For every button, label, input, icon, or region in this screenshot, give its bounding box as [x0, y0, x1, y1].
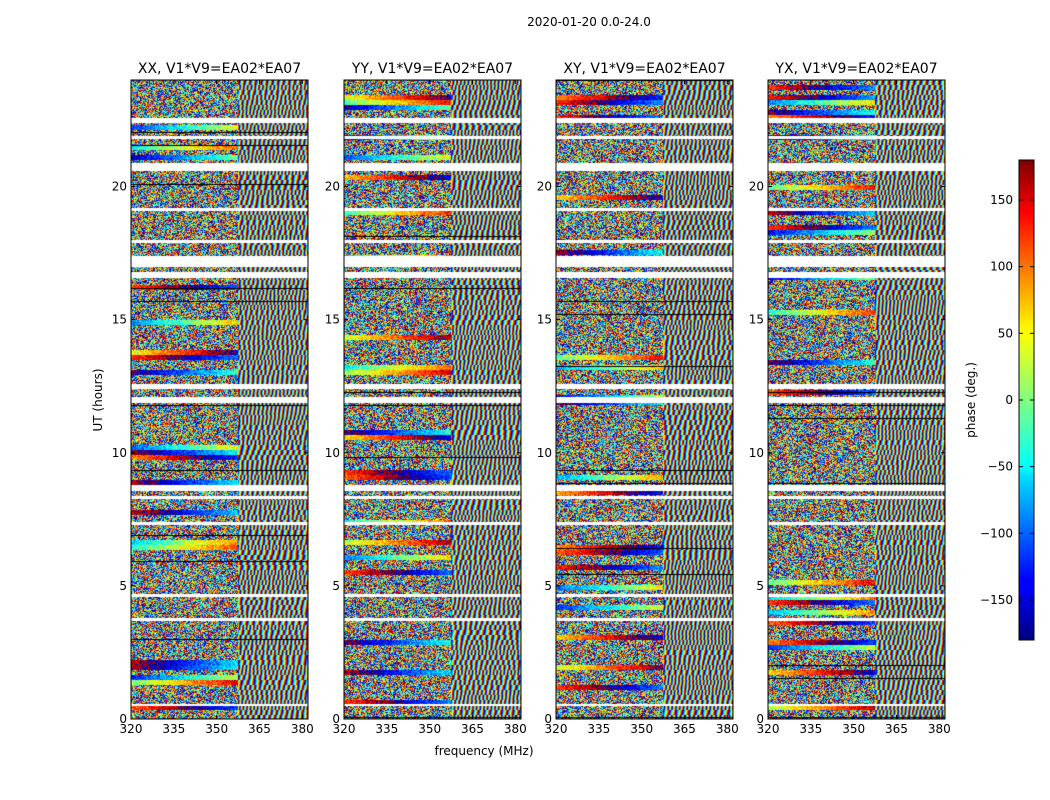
y-tick-label: 5 — [119, 579, 127, 593]
panel-frame — [130, 79, 309, 720]
colorbar: −150 −100 −50 0 50 100 150 phase (deg.) — [964, 159, 1035, 641]
panel-title: XY, V1*V9=EA02*EA07 — [563, 61, 725, 77]
colorbar-tick-label: 100 — [990, 260, 1013, 274]
x-tick-label: 335 — [375, 722, 398, 736]
y-tick-label: 0 — [544, 712, 552, 726]
x-tick-label: 380 — [716, 722, 739, 736]
x-tick-label: 380 — [504, 722, 527, 736]
x-tick-label: 350 — [418, 722, 441, 736]
x-tick-label: 350 — [630, 722, 653, 736]
x-tick-label: 350 — [842, 722, 865, 736]
colorbar-tick-label: −100 — [980, 526, 1013, 540]
x-axis-label: frequency (MHz) — [434, 744, 533, 758]
y-tick-label: 20 — [112, 180, 127, 194]
panels-layer: XX, V1*V9=EA02*EA07 320 335 350 365 380 0 5 10 15… — [112, 61, 951, 736]
x-tick-label: 365 — [673, 722, 696, 736]
panel-frame — [343, 79, 522, 720]
y-tick-label: 15 — [537, 313, 552, 327]
x-tick-label: 365 — [461, 722, 484, 736]
y-tick-label: 0 — [332, 712, 340, 726]
x-tick-label: 335 — [799, 722, 822, 736]
colorbar-tick-label: −50 — [988, 460, 1013, 474]
colorbar-tick-label: 150 — [990, 193, 1013, 207]
colorbar-label: phase (deg.) — [964, 362, 978, 438]
panel-heatmap-yy — [344, 80, 521, 719]
colorbar-tick-label: −150 — [980, 593, 1013, 607]
y-tick-label: 5 — [544, 579, 552, 593]
x-tick-label: 335 — [162, 722, 185, 736]
y-tick-label: 15 — [749, 313, 764, 327]
y-axis-label: UT (hours) — [91, 368, 105, 431]
panel-xy: XY, V1*V9=EA02*EA07 320 335 350 365 380 0 5 10 15… — [537, 61, 739, 736]
panel-title: XX, V1*V9=EA02*EA07 — [138, 61, 301, 77]
y-tick-label: 5 — [756, 579, 764, 593]
x-tick-label: 350 — [205, 722, 228, 736]
colorbar-tick-label: 50 — [998, 326, 1013, 340]
x-tick-label: 320 — [757, 722, 780, 736]
y-tick-label: 15 — [112, 313, 127, 327]
y-tick-label: 10 — [325, 446, 340, 460]
panel-title: YY, V1*V9=EA02*EA07 — [351, 61, 513, 77]
x-tick-label: 320 — [120, 722, 143, 736]
panel-title: YX, V1*V9=EA02*EA07 — [774, 61, 937, 77]
colorbar-ticks: −150 −100 −50 0 50 100 150 — [980, 193, 1034, 607]
panel-heatmap-xy — [556, 80, 733, 719]
x-tick-label: 380 — [291, 722, 314, 736]
y-tick-label: 10 — [112, 446, 127, 460]
x-tick-label: 335 — [587, 722, 610, 736]
x-tick-label: 380 — [928, 722, 951, 736]
y-tick-label: 10 — [537, 446, 552, 460]
x-tick-label: 365 — [885, 722, 908, 736]
y-tick-label: 20 — [749, 180, 764, 194]
panel-heatmap-yx — [768, 80, 945, 719]
panel-frame — [555, 79, 734, 720]
y-tick-label: 5 — [332, 579, 340, 593]
y-tick-label: 10 — [749, 446, 764, 460]
colorbar-tick-label: 0 — [1005, 393, 1013, 407]
x-tick-label: 320 — [545, 722, 568, 736]
y-tick-label: 20 — [537, 180, 552, 194]
y-tick-label: 0 — [756, 712, 764, 726]
x-tick-label: 365 — [248, 722, 271, 736]
panel-yy: YY, V1*V9=EA02*EA07 320 335 350 365 380 0 5 10 15… — [325, 61, 527, 736]
panel-heatmap-xx — [131, 80, 308, 719]
chart-suptitle: 2020-01-20 0.0-24.0 — [527, 15, 651, 29]
y-tick-label: 15 — [325, 313, 340, 327]
panel-xx: XX, V1*V9=EA02*EA07 320 335 350 365 380 0 5 10 15… — [112, 61, 314, 736]
panel-frame — [767, 79, 946, 720]
y-tick-label: 20 — [325, 180, 340, 194]
x-tick-label: 320 — [333, 722, 356, 736]
y-tick-label: 0 — [119, 712, 127, 726]
panel-yx: YX, V1*V9=EA02*EA07 320 335 350 365 380 0 5 10 15… — [749, 61, 951, 736]
